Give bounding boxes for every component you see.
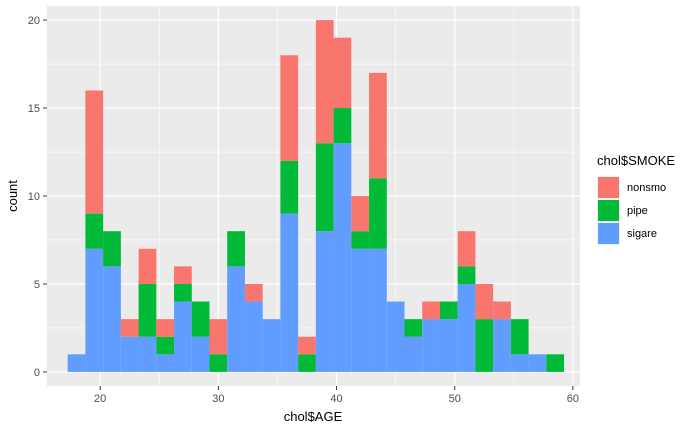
bar-segment-sigare	[85, 248, 104, 372]
bar-segment-pipe	[227, 231, 245, 267]
bar-segment-pipe	[209, 354, 228, 372]
legend-swatch-nonsmo	[598, 177, 619, 198]
bar-segment-sigare	[457, 283, 476, 372]
bar-segment-sigare	[156, 354, 175, 372]
bar-segment-nonsmo	[209, 319, 228, 355]
bar-segment-pipe	[457, 266, 476, 284]
bar-segment-pipe	[138, 283, 157, 337]
y-axis-ticks: 0 5 10 15 20	[28, 15, 47, 379]
bar-segment-sigare	[404, 336, 423, 372]
bar-segment-sigare	[510, 354, 529, 372]
y-axis-title: count	[5, 180, 20, 212]
bar-segment-sigare	[174, 301, 192, 372]
bar-segment-nonsmo	[174, 266, 192, 284]
bar-segment-sigare	[369, 248, 387, 372]
bar-segment-nonsmo	[369, 72, 387, 179]
legend-title: chol$SMOKE	[597, 153, 675, 168]
bar-segment-sigare	[280, 213, 299, 372]
x-tick-label: 40	[330, 393, 342, 405]
bar-segment-sigare	[191, 336, 210, 372]
bar-segment-sigare	[120, 336, 139, 372]
bar-segment-nonsmo	[475, 283, 494, 320]
bar-segment-pipe	[191, 301, 210, 337]
bar-segment-sigare	[138, 336, 157, 372]
bar-segment-pipe	[439, 301, 458, 320]
legend-label-sigare: sigare	[627, 228, 657, 240]
bar-segment-nonsmo	[298, 336, 316, 355]
bar-segment-sigare	[67, 354, 86, 372]
bar-segment-sigare	[528, 354, 547, 372]
bar-segment-nonsmo	[351, 196, 370, 232]
y-tick-label: 5	[34, 279, 40, 291]
bar-segment-pipe	[174, 283, 192, 302]
x-tick-label: 60	[567, 393, 579, 405]
y-tick-label: 20	[28, 15, 40, 27]
legend-swatch-pipe	[598, 200, 619, 221]
bar-segment-nonsmo	[156, 319, 175, 337]
y-tick-label: 10	[28, 191, 40, 203]
x-axis-title: chol$AGE	[284, 409, 343, 424]
bar-segment-nonsmo	[280, 55, 299, 161]
bar-segment-pipe	[85, 213, 104, 249]
bar-segment-pipe	[280, 160, 299, 214]
bar-segment-pipe	[404, 319, 423, 337]
bar-segment-pipe	[546, 354, 565, 372]
legend: chol$SMOKE nonsmo pipe sigare	[597, 153, 675, 245]
bar-segment-pipe	[103, 231, 121, 267]
bar-segment-sigare	[244, 301, 263, 372]
bar-segment-pipe	[333, 108, 352, 144]
legend-label-nonsmo: nonsmo	[627, 182, 666, 194]
bar-segment-sigare	[422, 319, 440, 372]
bar-segment-nonsmo	[85, 90, 104, 214]
bar-segment-nonsmo	[138, 248, 157, 284]
bar-segment-sigare	[333, 143, 352, 372]
bar-segment-nonsmo	[244, 283, 263, 302]
y-tick-label: 15	[28, 103, 40, 115]
bar-segment-sigare	[262, 319, 281, 372]
x-tick-label: 20	[94, 393, 106, 405]
bars-group	[67, 20, 565, 372]
bar-segment-pipe	[298, 354, 316, 372]
bar-segment-pipe	[510, 319, 529, 355]
bar-segment-pipe	[475, 319, 494, 372]
bar-segment-sigare	[351, 248, 370, 372]
y-tick-label: 0	[34, 367, 40, 379]
bar-segment-sigare	[315, 231, 334, 372]
bar-segment-pipe	[156, 336, 175, 355]
bar-segment-nonsmo	[333, 37, 352, 109]
bar-segment-pipe	[351, 231, 370, 249]
legend-label-pipe: pipe	[627, 205, 648, 217]
legend-swatch-sigare	[598, 223, 619, 244]
bar-segment-sigare	[493, 319, 511, 372]
bar-segment-nonsmo	[120, 319, 139, 337]
bar-segment-sigare	[386, 301, 405, 372]
x-axis-ticks: 20 30 40 50 60	[94, 386, 579, 405]
bar-segment-sigare	[103, 266, 121, 372]
bar-segment-nonsmo	[422, 301, 440, 320]
bar-segment-pipe	[315, 143, 334, 232]
x-tick-label: 30	[212, 393, 224, 405]
bar-segment-nonsmo	[493, 301, 511, 320]
bar-segment-nonsmo	[457, 231, 476, 267]
x-tick-label: 50	[449, 393, 461, 405]
bar-segment-sigare	[439, 319, 458, 372]
bar-segment-pipe	[369, 178, 387, 249]
bar-segment-sigare	[227, 266, 245, 372]
bar-segment-nonsmo	[315, 20, 334, 144]
